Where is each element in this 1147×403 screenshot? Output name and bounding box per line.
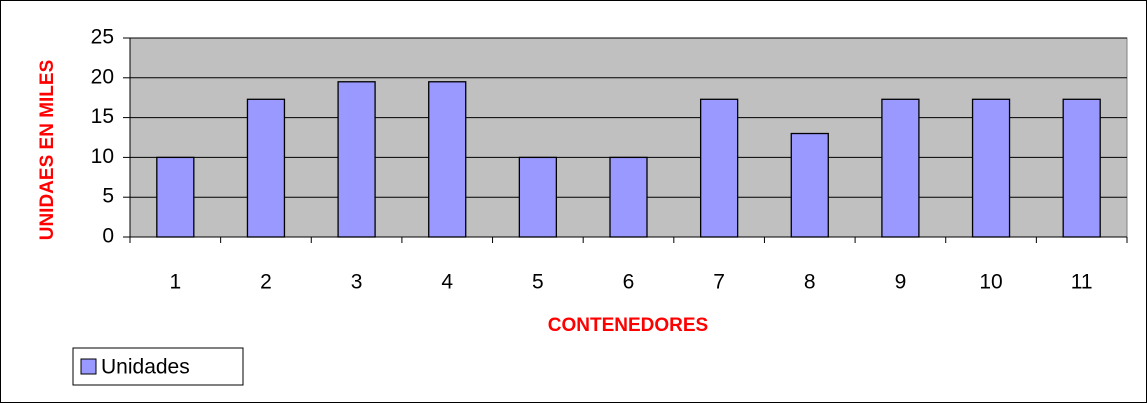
y-tick-label: 10: [91, 145, 114, 168]
x-tick-label: 1: [169, 271, 181, 294]
x-tick-label: 11: [1071, 271, 1093, 294]
bar: [428, 81, 467, 238]
x-tick-label: 10: [979, 271, 1002, 294]
y-tick-label: 5: [102, 185, 114, 208]
y-tick-label: 15: [91, 105, 114, 128]
bar: [246, 98, 286, 238]
y-tick-label: 0: [102, 225, 114, 248]
x-tick-label: 4: [441, 271, 453, 294]
y-axis-title: UNIDAES EN MILES: [37, 60, 58, 241]
x-tick-label: 6: [623, 271, 635, 294]
bar: [337, 81, 376, 238]
y-tick-label: 20: [91, 65, 114, 88]
bar: [699, 98, 739, 238]
y-tick-label: 25: [91, 26, 114, 49]
x-tick-label: 9: [895, 271, 907, 294]
x-tick-label: 8: [804, 271, 816, 294]
bar: [790, 132, 829, 238]
bar: [518, 156, 558, 238]
bar: [156, 156, 195, 238]
x-axis-title: CONTENEDORES: [548, 315, 708, 336]
bar: [971, 98, 1011, 238]
x-tick-label: 2: [260, 271, 272, 294]
x-tick-label: 5: [532, 271, 544, 294]
bar: [1062, 98, 1101, 238]
legend-label: Unidades: [101, 356, 190, 379]
x-tick-label: 3: [351, 271, 363, 294]
bar: [881, 98, 920, 238]
legend-swatch: [80, 358, 97, 375]
x-tick-label: 7: [713, 271, 725, 294]
legend-box: [72, 347, 244, 386]
bar: [609, 156, 648, 238]
